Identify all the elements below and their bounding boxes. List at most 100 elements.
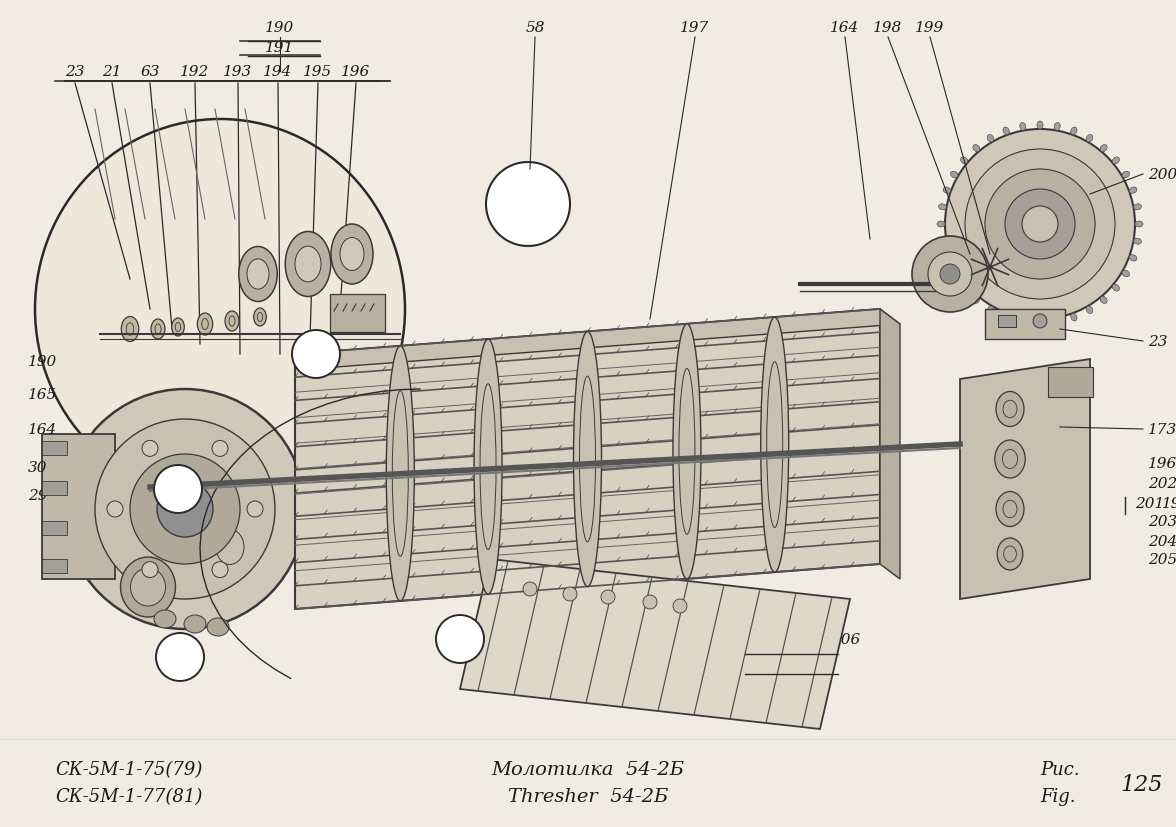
Circle shape [523, 582, 537, 596]
Ellipse shape [1122, 172, 1129, 179]
Circle shape [65, 390, 305, 629]
Ellipse shape [761, 318, 789, 572]
Text: 58: 58 [526, 21, 544, 35]
Circle shape [940, 265, 960, 284]
Text: 200: 200 [1148, 168, 1176, 182]
Ellipse shape [996, 392, 1024, 427]
Bar [998, 316, 1016, 327]
Ellipse shape [340, 238, 365, 271]
Text: 203: 203 [1148, 514, 1176, 528]
Ellipse shape [151, 319, 165, 340]
Ellipse shape [35, 120, 405, 500]
Text: 23: 23 [748, 632, 768, 646]
Text: 199: 199 [915, 21, 944, 35]
Polygon shape [880, 309, 900, 579]
Text: К12: К12 [513, 198, 543, 212]
Ellipse shape [198, 313, 213, 336]
Ellipse shape [1037, 319, 1043, 327]
Ellipse shape [131, 568, 166, 606]
Circle shape [158, 481, 213, 538]
Ellipse shape [1054, 123, 1061, 131]
Text: 23: 23 [1148, 335, 1168, 348]
Circle shape [985, 170, 1095, 280]
Ellipse shape [1020, 318, 1025, 326]
Text: Молотилка  54-2Б: Молотилка 54-2Б [492, 760, 684, 778]
Circle shape [1033, 314, 1047, 328]
Ellipse shape [1134, 239, 1142, 245]
Ellipse shape [574, 332, 601, 587]
Ellipse shape [330, 225, 373, 284]
Ellipse shape [239, 247, 278, 302]
Text: 63: 63 [140, 65, 160, 79]
Ellipse shape [183, 615, 206, 633]
Polygon shape [460, 559, 850, 729]
Ellipse shape [973, 146, 980, 153]
Bar [42, 442, 67, 456]
Text: 63: 63 [802, 632, 822, 646]
Text: I: I [313, 346, 320, 363]
Ellipse shape [1054, 318, 1061, 326]
Ellipse shape [474, 340, 502, 595]
Circle shape [436, 615, 485, 663]
Text: 190: 190 [771, 677, 801, 691]
Ellipse shape [987, 307, 994, 314]
Ellipse shape [1112, 284, 1120, 292]
Ellipse shape [216, 530, 243, 565]
Text: 202: 202 [1148, 476, 1176, 490]
Circle shape [95, 419, 275, 600]
Circle shape [107, 501, 123, 518]
Text: Fig.: Fig. [1040, 787, 1076, 805]
Ellipse shape [1087, 136, 1093, 143]
Ellipse shape [120, 557, 175, 617]
Bar [1048, 367, 1093, 398]
Ellipse shape [1101, 146, 1107, 153]
Ellipse shape [1112, 158, 1120, 165]
Circle shape [601, 590, 615, 605]
Circle shape [247, 501, 263, 518]
Ellipse shape [295, 246, 321, 283]
Text: 204: 204 [1148, 534, 1176, 548]
Text: BODY: BODY [395, 439, 781, 560]
Ellipse shape [254, 308, 266, 327]
Circle shape [142, 562, 158, 578]
Ellipse shape [950, 271, 958, 277]
Ellipse shape [1101, 297, 1107, 304]
Circle shape [1022, 207, 1058, 242]
Text: 195: 195 [303, 65, 333, 79]
Ellipse shape [286, 232, 330, 297]
Text: 194: 194 [263, 65, 293, 79]
Circle shape [212, 441, 228, 457]
Ellipse shape [225, 312, 239, 332]
Text: 191: 191 [266, 41, 295, 55]
Ellipse shape [973, 297, 980, 304]
Text: 21: 21 [776, 632, 796, 646]
Text: Рис.: Рис. [1040, 760, 1080, 778]
Circle shape [643, 595, 657, 609]
Circle shape [946, 130, 1135, 319]
Text: I: I [175, 481, 181, 498]
Text: 165: 165 [28, 388, 58, 402]
Text: 164: 164 [28, 423, 58, 437]
Bar [42, 559, 67, 573]
Ellipse shape [1003, 313, 1009, 322]
Text: 190: 190 [1162, 496, 1176, 510]
Circle shape [142, 441, 158, 457]
Ellipse shape [943, 188, 951, 194]
Ellipse shape [1003, 128, 1009, 136]
Text: II: II [173, 648, 187, 666]
Ellipse shape [154, 610, 176, 629]
Ellipse shape [1129, 256, 1137, 261]
Text: 201: 201 [771, 657, 801, 672]
Ellipse shape [938, 239, 947, 245]
Polygon shape [295, 309, 880, 609]
Text: 173: 173 [1148, 423, 1176, 437]
Ellipse shape [247, 260, 269, 289]
Bar [985, 309, 1065, 340]
Ellipse shape [987, 136, 994, 143]
Ellipse shape [1020, 123, 1025, 131]
Text: 29: 29 [28, 489, 47, 502]
Ellipse shape [1037, 122, 1043, 130]
Ellipse shape [1087, 307, 1093, 314]
Circle shape [913, 237, 988, 313]
Text: СК-5М-1-77(81): СК-5М-1-77(81) [55, 787, 202, 805]
